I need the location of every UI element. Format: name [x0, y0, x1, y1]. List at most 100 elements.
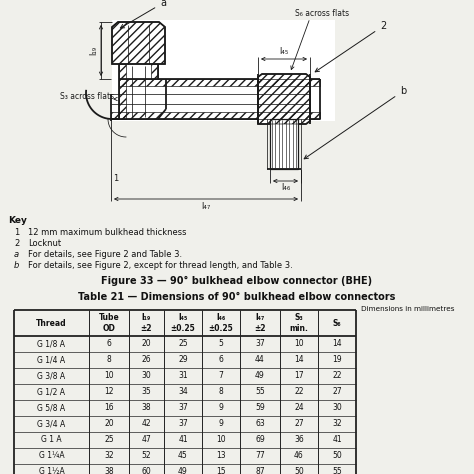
- Text: 34: 34: [178, 388, 188, 396]
- Text: l₄₇
±2: l₄₇ ±2: [254, 312, 266, 333]
- Text: 17: 17: [294, 372, 304, 381]
- Text: 2: 2: [14, 239, 19, 248]
- Text: l₁₉: l₁₉: [89, 46, 98, 55]
- Text: 60: 60: [142, 467, 151, 474]
- Text: Tube
OD: Tube OD: [99, 312, 119, 333]
- Text: 41: 41: [332, 436, 342, 445]
- Text: 24: 24: [294, 403, 304, 412]
- Text: G 1 A: G 1 A: [41, 436, 62, 445]
- Text: Thread: Thread: [36, 319, 67, 328]
- Text: 50: 50: [294, 467, 304, 474]
- Text: For details, see Figure 2 and Table 3.: For details, see Figure 2 and Table 3.: [28, 250, 182, 259]
- Text: 25: 25: [178, 339, 188, 348]
- Text: 8: 8: [219, 388, 223, 396]
- Text: l₄₅: l₄₅: [279, 47, 289, 56]
- Text: 49: 49: [178, 467, 188, 474]
- Text: 50: 50: [332, 452, 342, 461]
- Text: 13: 13: [216, 452, 226, 461]
- Polygon shape: [258, 74, 310, 124]
- Text: 55: 55: [332, 467, 342, 474]
- Text: S₆: S₆: [333, 319, 341, 328]
- Text: 15: 15: [216, 467, 226, 474]
- Text: 8: 8: [107, 356, 111, 365]
- Text: G 1½A: G 1½A: [38, 467, 64, 474]
- Text: l₁₉
±2: l₁₉ ±2: [141, 312, 152, 333]
- Text: 12 mm maximum bulkhead thickness: 12 mm maximum bulkhead thickness: [28, 228, 186, 237]
- Text: 27: 27: [332, 388, 342, 396]
- Text: G 3/4 A: G 3/4 A: [37, 419, 65, 428]
- Text: G 1/2 A: G 1/2 A: [37, 388, 65, 396]
- Polygon shape: [112, 22, 165, 64]
- Text: Key: Key: [8, 216, 27, 225]
- Text: a: a: [120, 0, 166, 28]
- Text: 69: 69: [255, 436, 265, 445]
- Text: 10: 10: [104, 372, 114, 381]
- Text: l₄₅
±0.25: l₄₅ ±0.25: [171, 312, 195, 333]
- Text: 31: 31: [178, 372, 188, 381]
- Text: 10: 10: [294, 339, 304, 348]
- Text: S₃
min.: S₃ min.: [290, 312, 309, 333]
- Text: 16: 16: [104, 403, 114, 412]
- Text: 12: 12: [104, 388, 114, 396]
- Text: 9: 9: [219, 419, 223, 428]
- Text: S₆ across flats: S₆ across flats: [295, 9, 349, 18]
- Text: l₄₇: l₄₇: [201, 202, 210, 211]
- Text: 5: 5: [219, 339, 223, 348]
- Text: 38: 38: [104, 467, 114, 474]
- Text: For details, see Figure 2, except for thread length, and Table 3.: For details, see Figure 2, except for th…: [28, 261, 293, 270]
- Text: 45: 45: [178, 452, 188, 461]
- Text: 6: 6: [107, 339, 111, 348]
- Text: 14: 14: [332, 339, 342, 348]
- Text: G 1/4 A: G 1/4 A: [37, 356, 65, 365]
- Text: 37: 37: [178, 419, 188, 428]
- Text: 22: 22: [294, 388, 304, 396]
- Text: 6: 6: [219, 356, 223, 365]
- Text: 32: 32: [332, 419, 342, 428]
- Text: 29: 29: [178, 356, 188, 365]
- Text: 26: 26: [142, 356, 151, 365]
- Text: Table 21 — Dimensions of 90° bulkhead elbow connectors: Table 21 — Dimensions of 90° bulkhead el…: [78, 292, 396, 302]
- Text: 30: 30: [332, 403, 342, 412]
- Text: 36: 36: [294, 436, 304, 445]
- Bar: [112, 20, 335, 121]
- Text: G 5/8 A: G 5/8 A: [37, 403, 65, 412]
- Text: 46: 46: [294, 452, 304, 461]
- Text: 25: 25: [104, 436, 114, 445]
- Text: Locknut: Locknut: [28, 239, 61, 248]
- Text: G 1¼A: G 1¼A: [39, 452, 64, 461]
- Text: 1: 1: [113, 174, 118, 183]
- Text: a: a: [14, 250, 19, 259]
- Text: 35: 35: [142, 388, 151, 396]
- Text: 37: 37: [255, 339, 265, 348]
- Text: 38: 38: [142, 403, 151, 412]
- Text: 1: 1: [14, 228, 19, 237]
- Text: G 1/8 A: G 1/8 A: [37, 339, 65, 348]
- Text: b: b: [304, 86, 406, 159]
- Text: 32: 32: [104, 452, 114, 461]
- Text: 20: 20: [104, 419, 114, 428]
- Text: Dimensions in millimetres: Dimensions in millimetres: [362, 306, 455, 312]
- Text: 47: 47: [142, 436, 151, 445]
- Text: 22: 22: [332, 372, 342, 381]
- Text: l₄₆: l₄₆: [281, 183, 290, 192]
- Text: 77: 77: [255, 452, 265, 461]
- Text: 19: 19: [332, 356, 342, 365]
- Text: 14: 14: [294, 356, 304, 365]
- Text: 52: 52: [142, 452, 151, 461]
- Bar: [270, 119, 298, 169]
- Text: 2: 2: [315, 21, 386, 72]
- Text: S₃ across flats: S₃ across flats: [60, 92, 114, 101]
- Text: 42: 42: [142, 419, 151, 428]
- Text: 37: 37: [178, 403, 188, 412]
- Text: 87: 87: [255, 467, 265, 474]
- Text: 30: 30: [142, 372, 151, 381]
- Text: l₄₆
±0.25: l₄₆ ±0.25: [209, 312, 233, 333]
- Text: 41: 41: [178, 436, 188, 445]
- Text: 44: 44: [255, 356, 265, 365]
- Text: 7: 7: [219, 372, 223, 381]
- Text: 49: 49: [255, 372, 265, 381]
- Text: b: b: [14, 261, 19, 270]
- Text: Figure 33 — 90° bulkhead elbow connector (BHE): Figure 33 — 90° bulkhead elbow connector…: [101, 276, 373, 286]
- Text: 63: 63: [255, 419, 265, 428]
- Text: 27: 27: [294, 419, 304, 428]
